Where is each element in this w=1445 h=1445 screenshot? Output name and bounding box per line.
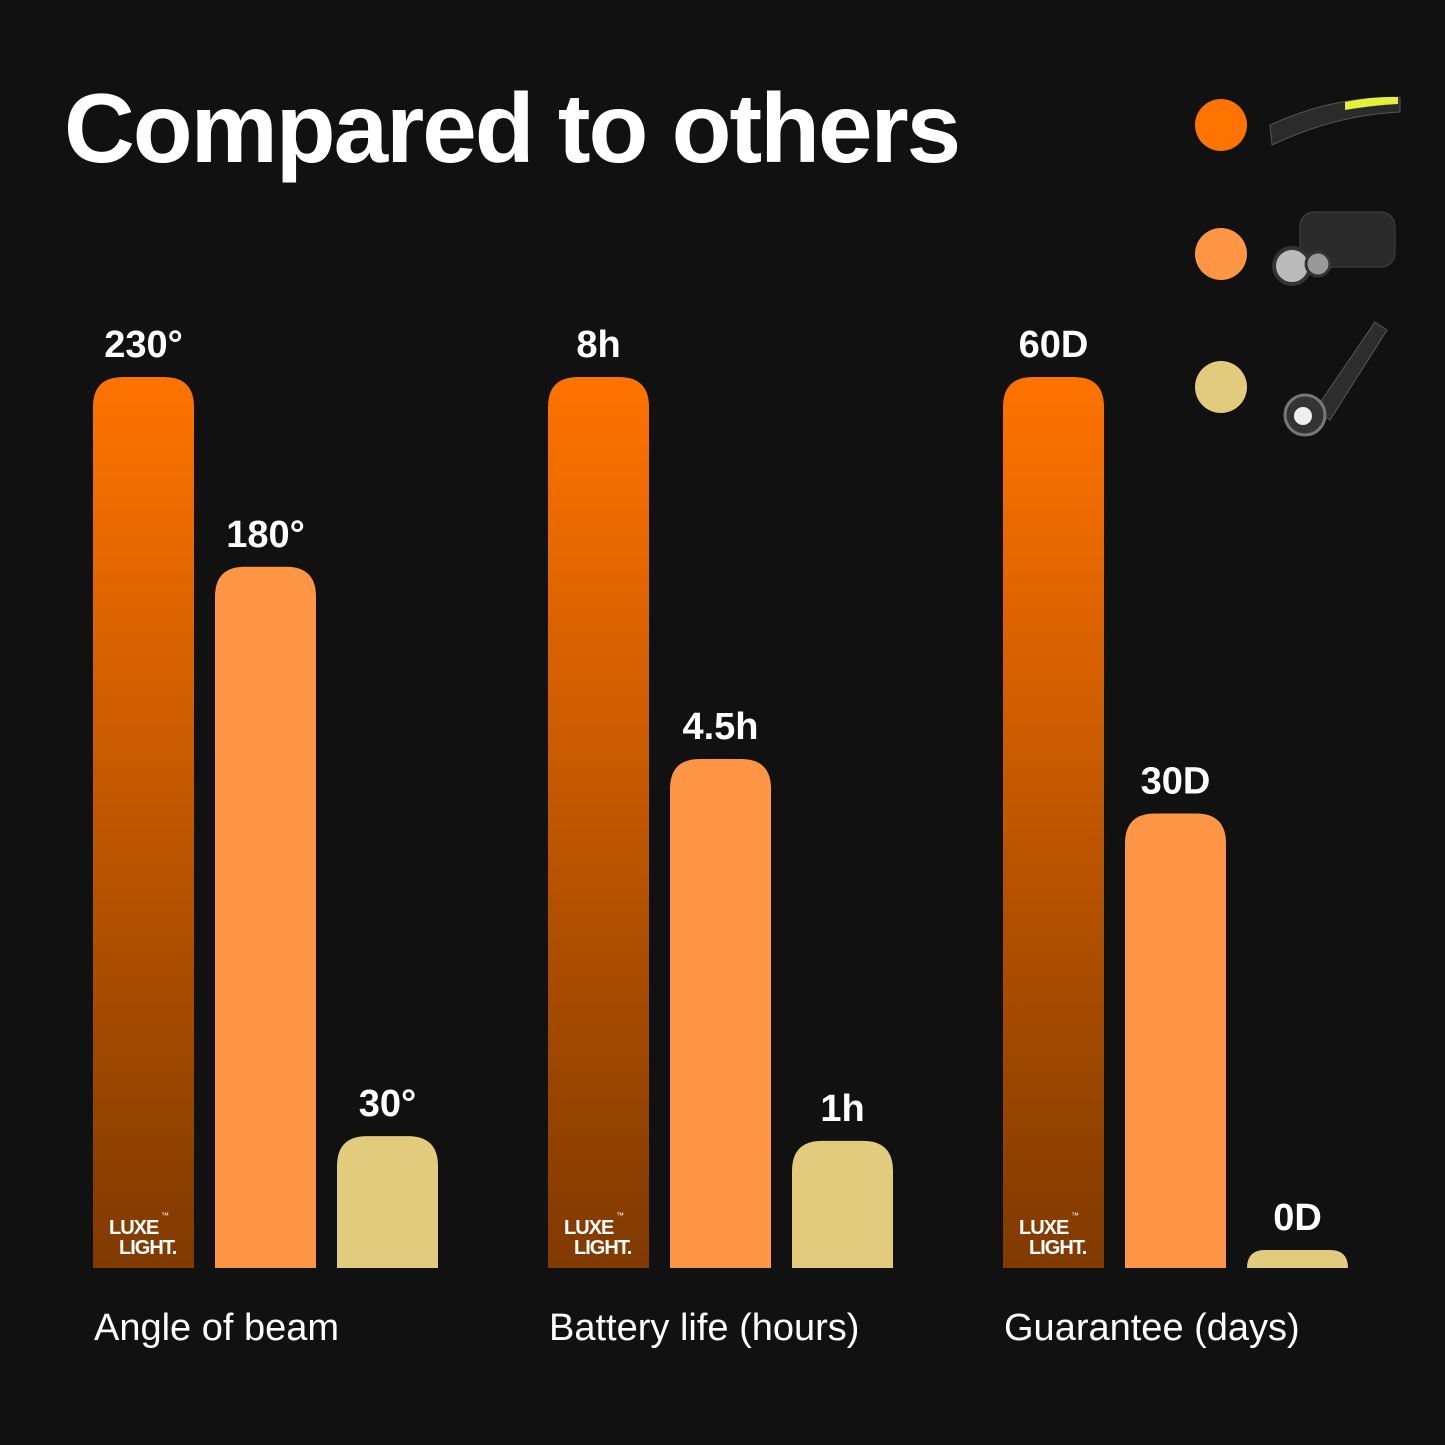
value-label: 30D: [1141, 761, 1211, 803]
value-label: 60D: [1019, 324, 1089, 366]
headlamp2-lens: [1272, 246, 1312, 286]
headlamp-icon: [1269, 97, 1401, 146]
flashlight-icon: [1314, 321, 1388, 421]
bar: [337, 1136, 438, 1268]
value-label: 4.5h: [682, 706, 758, 748]
headlamp2-lens: [1304, 250, 1332, 278]
legend-dot: [1195, 361, 1247, 413]
flashlight-lens: [1294, 407, 1312, 425]
headlamp-strip: [1345, 96, 1398, 110]
logo-text: LUXE: [564, 1217, 614, 1239]
value-label: 8h: [576, 324, 620, 366]
legend-dot: [1195, 228, 1247, 280]
logo-text: LIGHT.: [574, 1237, 632, 1259]
bar: [792, 1140, 893, 1268]
value-label: 230°: [104, 324, 183, 366]
x-label: Guarantee (days): [1004, 1307, 1300, 1349]
bar: [215, 566, 316, 1268]
logo-text: LIGHT.: [1029, 1237, 1087, 1259]
legend-icons: [1269, 96, 1401, 437]
logo-mark: ™: [161, 1211, 169, 1220]
logo-mark: ™: [1071, 1211, 1079, 1220]
bar-shade: [548, 377, 649, 1268]
legend-dot: [1195, 99, 1247, 151]
logo-text: LUXE: [1019, 1217, 1069, 1239]
value-label: 180°: [226, 514, 305, 556]
bar-shade: [93, 377, 194, 1268]
bar: [670, 758, 771, 1268]
logo-text: LIGHT.: [119, 1237, 177, 1259]
value-label: 1h: [820, 1088, 864, 1130]
logo-text: LUXE: [109, 1217, 159, 1239]
bar: [1125, 813, 1226, 1268]
logo-mark: ™: [616, 1211, 624, 1220]
x-label: Battery life (hours): [549, 1307, 859, 1349]
value-label: 0D: [1273, 1197, 1322, 1239]
value-label: 30°: [359, 1083, 416, 1125]
bar: [1247, 1250, 1348, 1268]
title: Compared to others: [64, 73, 959, 183]
bar-shade: [1003, 377, 1104, 1268]
x-label: Angle of beam: [94, 1307, 339, 1349]
